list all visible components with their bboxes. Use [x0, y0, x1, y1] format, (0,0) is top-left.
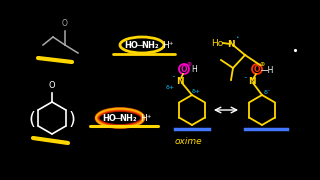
Text: ⋅⋅: ⋅⋅ [243, 75, 247, 81]
Text: ): ) [68, 111, 76, 129]
Text: —: — [136, 41, 144, 50]
Text: O: O [49, 81, 55, 90]
Text: oxime: oxime [174, 136, 202, 145]
Text: N: N [176, 76, 184, 86]
Text: NH₂: NH₂ [119, 114, 137, 123]
Text: O: O [254, 64, 260, 73]
Text: O: O [62, 19, 68, 28]
Text: δ+: δ+ [165, 84, 175, 89]
Text: HO: HO [102, 114, 116, 123]
Text: ⋅: ⋅ [236, 33, 240, 43]
Text: H⁺: H⁺ [140, 114, 152, 123]
Text: H⁺: H⁺ [162, 41, 174, 50]
Text: ⊕: ⊕ [186, 62, 192, 66]
Text: —H: —H [260, 66, 274, 75]
Text: N: N [227, 39, 235, 48]
Text: δ⁻: δ⁻ [263, 89, 271, 94]
Text: NH₂: NH₂ [141, 41, 159, 50]
Text: Ho: Ho [211, 39, 223, 48]
Text: ⊕: ⊕ [260, 62, 265, 66]
Text: δ+: δ+ [191, 89, 201, 93]
Text: ⋅⋅: ⋅⋅ [172, 74, 176, 80]
Text: (: ( [28, 111, 36, 129]
Text: O: O [181, 64, 187, 73]
Text: H: H [191, 64, 197, 73]
Text: N: N [248, 76, 256, 86]
Text: HO: HO [124, 41, 138, 50]
Text: —: — [114, 114, 122, 123]
